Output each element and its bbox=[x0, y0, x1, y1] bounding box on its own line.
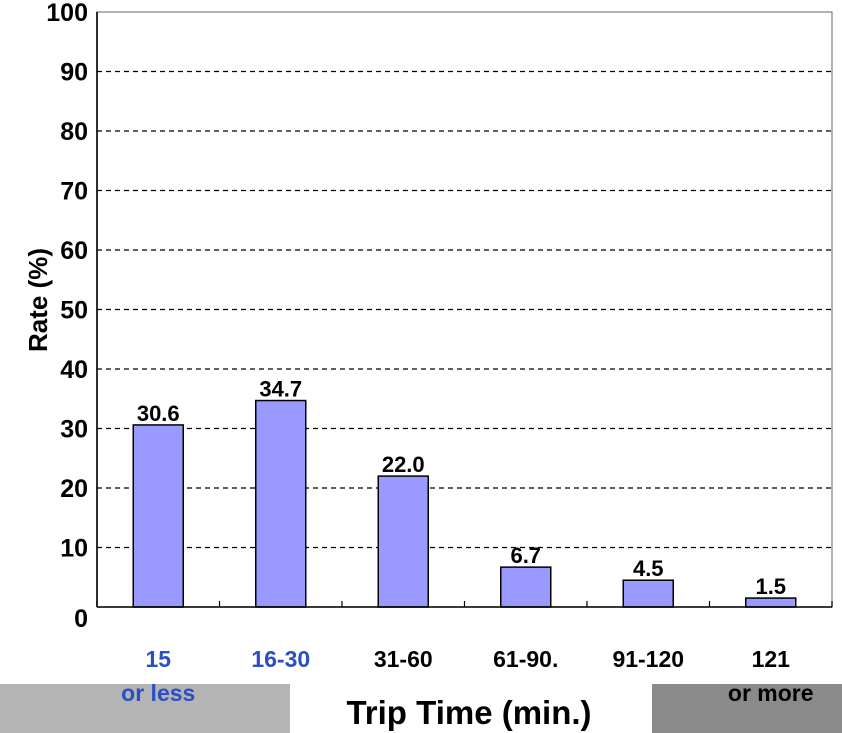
y-tick-label: 50 bbox=[60, 297, 88, 325]
x-tick-label: 61-90. bbox=[493, 646, 558, 672]
bars bbox=[132, 399, 797, 608]
x-axis-title: Trip Time (min.) bbox=[346, 694, 591, 731]
y-tick-label: 90 bbox=[60, 59, 88, 87]
gridlines bbox=[97, 70, 832, 549]
bar bbox=[132, 424, 184, 608]
y-axis-title: Rate (%) bbox=[23, 248, 53, 352]
data-label: 22.0 bbox=[382, 452, 425, 477]
y-tick-label: 10 bbox=[60, 535, 88, 563]
bar bbox=[377, 475, 429, 608]
y-tick-label: 60 bbox=[60, 237, 88, 265]
value-labels: 30.6 34.7 22.0 6.7 4.5 1.5 bbox=[137, 377, 786, 600]
x-tick-label: 91-120 bbox=[612, 646, 684, 672]
y-tick-label: 30 bbox=[60, 416, 88, 444]
x-category-labels: 15 or less 16-30 31-60 61-90. 91-120 121 or mor… bbox=[121, 646, 813, 706]
bar bbox=[255, 399, 307, 608]
data-label: 4.5 bbox=[633, 556, 664, 581]
footer-band-left bbox=[0, 684, 290, 733]
y-tick-labels: 0 10 20 30 40 50 60 70 80 90 100 bbox=[46, 0, 88, 633]
x-tick-label: or more bbox=[728, 680, 814, 706]
data-label: 30.6 bbox=[137, 401, 180, 426]
y-tick-label: 100 bbox=[46, 0, 88, 27]
y-tick-label: 20 bbox=[60, 475, 88, 503]
y-tick-label: 0 bbox=[74, 605, 88, 633]
data-label: 6.7 bbox=[510, 543, 541, 568]
x-tick-label: 31-60 bbox=[374, 646, 433, 672]
y-tick-label: 40 bbox=[60, 356, 88, 384]
footer-band-right bbox=[652, 684, 842, 733]
y-tick-label: 80 bbox=[60, 118, 88, 146]
axes bbox=[96, 12, 833, 608]
bar bbox=[622, 579, 674, 608]
x-tick-label: 16-30 bbox=[251, 646, 310, 672]
y-tick-label: 70 bbox=[60, 178, 88, 206]
bar bbox=[745, 597, 797, 608]
x-tick-label: 121 bbox=[752, 646, 791, 672]
data-label: 34.7 bbox=[259, 377, 302, 402]
bar bbox=[500, 566, 552, 608]
x-tick-label: or less bbox=[121, 680, 195, 706]
data-label: 1.5 bbox=[755, 574, 786, 599]
x-tick-label: 15 bbox=[145, 646, 171, 672]
